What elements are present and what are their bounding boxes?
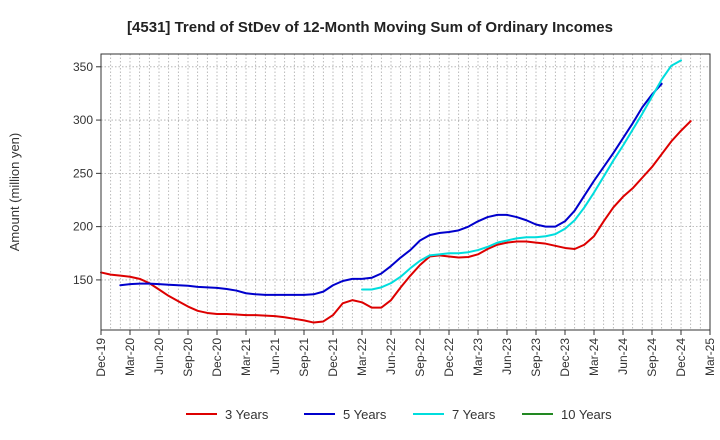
series-line-3 [361, 59, 682, 291]
x-tick-label: Sep-21 [297, 338, 311, 377]
plot-frame [100, 53, 711, 331]
x-tick-label: Sep-23 [529, 338, 543, 377]
legend-label-3: 7 Years [452, 407, 496, 422]
x-tick-label: Dec-23 [558, 338, 572, 377]
legend-label-2: 5 Years [343, 407, 387, 422]
x-tick-label: Jun-21 [268, 338, 282, 375]
legend-label-1: 3 Years [225, 407, 269, 422]
y-tick-label: 300 [73, 113, 93, 127]
y-tick-label: 150 [73, 273, 93, 287]
y-tick-label: 200 [73, 220, 93, 234]
series-line-2 [119, 82, 663, 296]
x-tick-label: Mar-20 [123, 338, 137, 376]
series-layer [100, 59, 692, 324]
x-tick-label: Dec-19 [94, 338, 108, 377]
legend-label-4: 10 Years [561, 407, 612, 422]
x-tick-label: Jun-22 [384, 338, 398, 375]
x-tick-label: Mar-25 [703, 338, 717, 376]
x-tick-label: Mar-21 [239, 338, 253, 376]
x-tick-label: Sep-24 [645, 338, 659, 377]
x-tick-label: Dec-20 [210, 338, 224, 377]
x-tick-label: Dec-21 [326, 338, 340, 377]
x-tick-label: Mar-23 [471, 338, 485, 376]
x-tick-label: Jun-20 [152, 338, 166, 375]
legend: 3 Years 5 Years 7 Years 10 Years [186, 407, 612, 422]
chart-title: [4531] Trend of StDev of 12-Month Moving… [127, 19, 613, 36]
y-axis: 150 200 250 300 350 [73, 60, 101, 287]
x-tick-label: Jun-24 [616, 338, 630, 375]
x-tick-label: Dec-24 [674, 338, 688, 377]
plot-area [101, 54, 710, 330]
y-tick-label: 250 [73, 166, 93, 180]
x-tick-label: Jun-23 [500, 338, 514, 375]
x-axis: Dec-19 Mar-20 Jun-20 Sep-20 Dec-20 Mar-21 Jun-… [94, 330, 717, 377]
x-tick-label: Mar-22 [355, 338, 369, 376]
x-tick-label: Sep-22 [413, 338, 427, 377]
x-tick-label: Dec-22 [442, 338, 456, 377]
x-tick-label: Sep-20 [181, 338, 195, 377]
grid [101, 54, 710, 330]
y-tick-label: 350 [73, 60, 93, 74]
y-axis-label: Amount (million yen) [7, 133, 22, 252]
x-tick-label: Mar-24 [587, 338, 601, 376]
series-line-1 [100, 120, 692, 324]
